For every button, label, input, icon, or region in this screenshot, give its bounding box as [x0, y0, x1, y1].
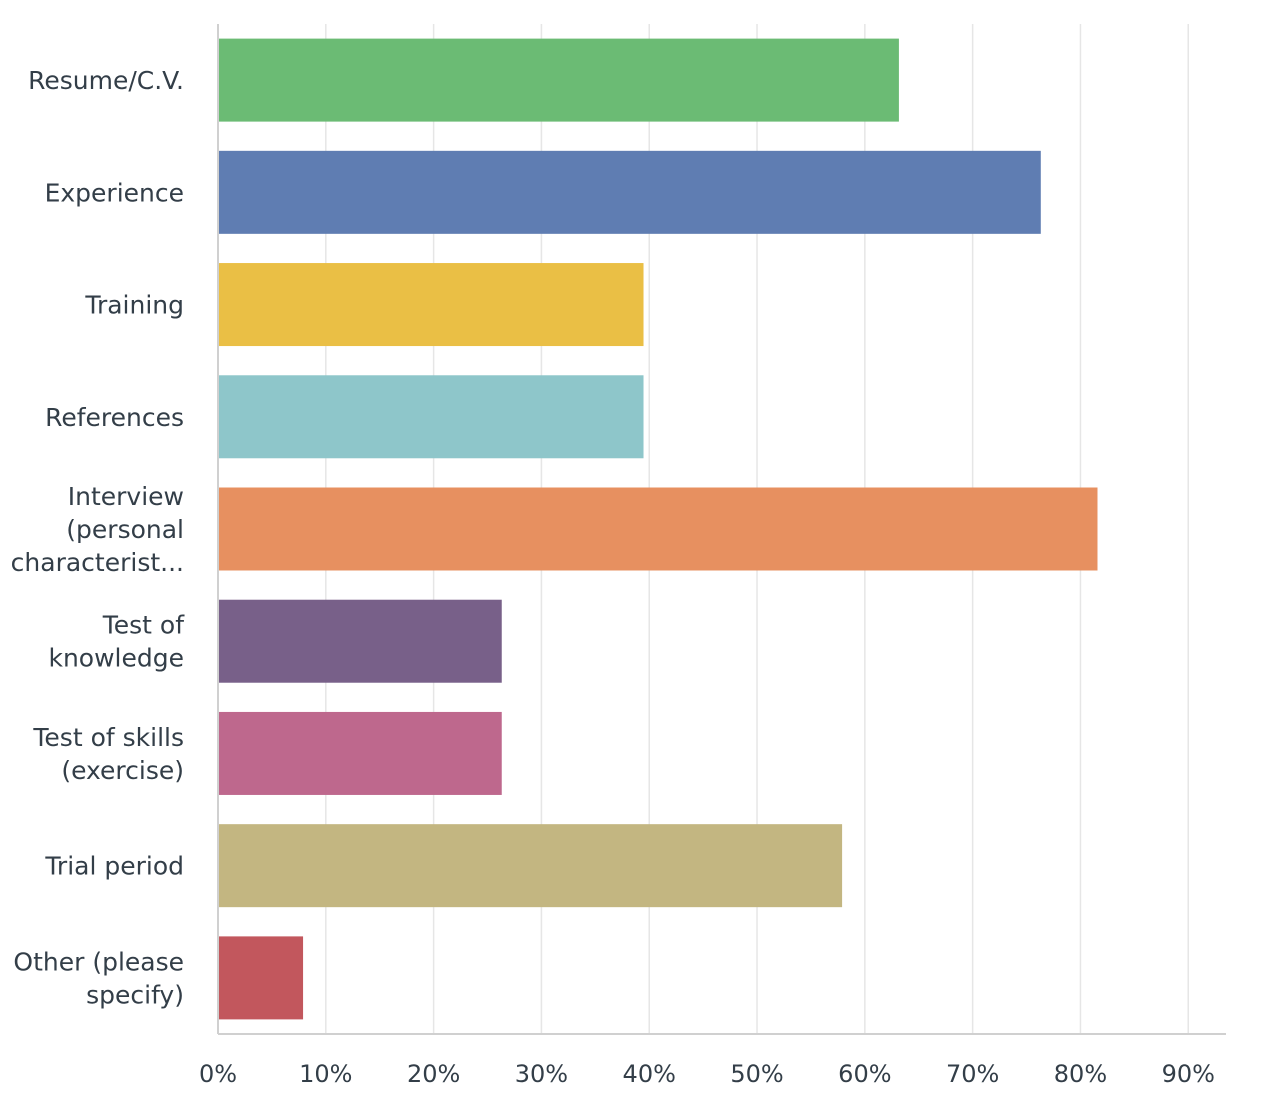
bar-test-of-skills-exercise[interactable]: [219, 711, 502, 795]
x-tick-label: 50%: [730, 1060, 783, 1088]
x-tick-labels: 0% 10% 20% 30% 40% 50% 60% 70% 80% 90%: [199, 1060, 1215, 1088]
category-label: Resume/C.V.: [28, 66, 184, 95]
bar-trial-period[interactable]: [219, 824, 843, 908]
x-tick-label: 10%: [299, 1060, 352, 1088]
axes: [217, 24, 1226, 1035]
bar-interview-personal-characterist[interactable]: [219, 487, 1098, 571]
category-label: Other (please specify): [13, 947, 184, 1009]
x-tick-label: 70%: [946, 1060, 999, 1088]
x-tick-label: 60%: [838, 1060, 891, 1088]
bar-other-please-specify[interactable]: [219, 936, 304, 1020]
x-tick-label: 40%: [623, 1060, 676, 1088]
category-label: References: [45, 403, 184, 432]
bars: [219, 38, 1098, 1020]
category-label: Training: [84, 291, 184, 320]
x-tick-label: 90%: [1162, 1060, 1215, 1088]
x-tick-label: 20%: [407, 1060, 460, 1088]
category-label: Experience: [45, 178, 184, 207]
category-label: Test of knowledge: [48, 611, 185, 673]
bar-resume-c-v[interactable]: [219, 38, 899, 122]
bar-test-of-knowledge[interactable]: [219, 599, 502, 683]
category-label: Interview (personal characterist...: [11, 482, 184, 577]
x-tick-label: 30%: [515, 1060, 568, 1088]
category-label: Test of skills (exercise): [32, 723, 184, 785]
x-tick-label: 0%: [199, 1060, 237, 1088]
category-label: Trial period: [44, 852, 184, 881]
bar-training[interactable]: [219, 263, 644, 347]
x-tick-label: 80%: [1054, 1060, 1107, 1088]
bar-references[interactable]: [219, 375, 644, 459]
category-labels: Resume/C.V. Experience Training References I…: [11, 66, 186, 1009]
bar-experience[interactable]: [219, 150, 1041, 234]
